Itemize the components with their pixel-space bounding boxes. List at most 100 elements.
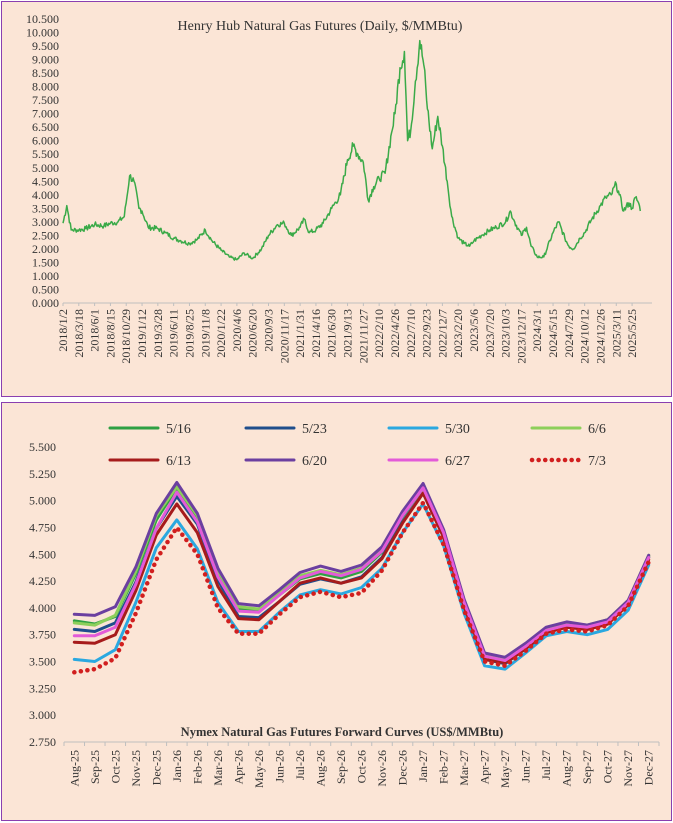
x-tick-label: 2024/10/12 [578,309,592,364]
x-tick-label: Apr-27 [478,750,492,784]
x-tick-label: 2019/8/25 [182,309,196,358]
x-tick-label: 2023/7/20 [483,309,497,358]
x-tick-label: Feb-27 [437,750,451,784]
legend-label: 5/23 [302,422,327,437]
x-tick-label: 2022/12/7 [435,309,449,358]
x-tick-label: 2018/6/1 [88,309,102,352]
y-tick-label: 1.500 [32,255,59,269]
chart-title: Henry Hub Natural Gas Futures (Daily, $/… [178,19,463,34]
y-tick-label: 7.000 [32,107,59,121]
x-tick-label: 2024/3/1 [530,309,544,352]
y-tick-label: 4.000 [32,188,59,202]
y-tick-label: 3.500 [32,201,59,215]
x-tick-label: Mar-27 [457,750,471,786]
x-tick-label: 2023/2/20 [451,309,465,358]
x-tick-label: 2020/1/22 [214,309,228,358]
x-tick-label: 2018/1/2 [56,309,70,352]
x-tick-label: Dec-27 [642,750,656,785]
legend-label: 6/6 [588,422,606,437]
x-tick-label: Dec-26 [396,750,410,785]
y-tick-label: 4.000 [29,601,56,615]
legend-label: 6/27 [445,454,470,469]
x-tick-label: 2021/1/31 [293,309,307,358]
x-tick-label: Jul-27 [539,750,553,780]
x-tick-label: 2019/1/12 [135,309,149,358]
x-tick-label: 2022/7/10 [404,309,418,358]
x-tick-label: 2025/3/11 [609,309,623,357]
x-tick-label: May-26 [252,750,266,788]
y-tick-label: 4.500 [29,547,56,561]
series-line [62,39,642,261]
y-tick-label: 3.500 [29,655,56,669]
series-line-7-3 [72,500,651,675]
x-tick-label: Nov-25 [129,750,143,787]
x-tick-label: 2023/12/17 [514,309,528,364]
legend-label: 5/30 [445,422,470,437]
y-tick-label: 5.000 [32,161,59,175]
x-tick-label: Feb-26 [190,750,204,784]
x-tick-label: 2022/4/26 [388,309,402,358]
x-tick-label: Apr-26 [231,750,245,784]
x-tick-label: 2018/10/29 [119,309,133,364]
y-tick-label: 6.500 [32,120,59,134]
x-tick-label: 2021/4/16 [309,309,323,358]
y-tick-label: 9.500 [32,39,59,53]
x-tick-label: Sep-25 [88,750,102,784]
series-line-6-20 [72,480,651,659]
x-tick-label: 2020/9/3 [262,309,276,352]
legend-label: 6/13 [166,454,191,469]
x-tick-label: 2018/3/18 [72,309,86,358]
forward-curves-chart-panel: Nymex Natural Gas Futures Forward Curves… [1,402,672,821]
y-tick-label: 5.250 [29,467,56,481]
y-tick-label: 6.000 [32,134,59,148]
forward-curves-chart: Nymex Natural Gas Futures Forward Curves… [29,422,660,788]
y-tick-label: 1.000 [32,269,59,283]
x-tick-label: Aug-25 [67,750,81,787]
y-tick-label: 8.000 [32,80,59,94]
series-line-6-27 [72,486,651,662]
henry-hub-chart: Henry Hub Natural Gas Futures (Daily, $/… [26,12,652,364]
x-tick-label: Oct-27 [601,750,615,783]
x-tick-label: 2022/2/10 [372,309,386,358]
x-tick-label: 2021/9/13 [341,309,355,358]
x-tick-label: 2021/6/30 [325,309,339,358]
x-tick-label: Sep-26 [334,750,348,784]
x-tick-label: Sep-27 [580,750,594,784]
x-tick-label: Jul-26 [293,750,307,780]
x-tick-label: 2023/5/6 [467,309,481,352]
y-tick-label: 4.750 [29,520,56,534]
legend-label: 5/16 [166,422,191,437]
x-tick-label: 2024/5/15 [546,309,560,358]
x-tick-label: 2020/6/20 [246,309,260,358]
x-tick-label: Nov-26 [375,750,389,787]
y-tick-label: 0.500 [32,282,59,296]
x-tick-label: Jun-27 [519,750,533,783]
chart-title: Nymex Natural Gas Futures Forward Curves… [181,725,504,739]
y-tick-label: 4.500 [32,174,59,188]
x-tick-label: 2024/7/29 [562,309,576,358]
y-tick-label: 9.000 [32,53,59,67]
y-tick-label: 10.500 [26,12,59,26]
x-tick-label: Aug-26 [313,750,327,787]
x-tick-label: 2019/6/11 [167,309,181,357]
x-tick-label: 2020/4/6 [230,309,244,352]
x-tick-label: 2018/8/15 [103,309,117,358]
x-tick-label: Mar-26 [211,750,225,786]
y-tick-label: 0.000 [32,296,59,310]
x-tick-label: Jun-26 [272,750,286,783]
x-tick-label: Jan-26 [170,750,184,782]
y-tick-label: 2.500 [32,228,59,242]
y-tick-label: 7.500 [32,93,59,107]
y-tick-label: 3.250 [29,681,56,695]
x-tick-label: 2020/11/17 [277,309,291,363]
legend-label: 6/20 [302,454,327,469]
x-tick-label: Oct-26 [355,750,369,783]
y-tick-label: 5.500 [32,147,59,161]
x-tick-label: 2025/5/25 [625,309,639,358]
x-tick-label: Dec-25 [149,750,163,785]
x-tick-label: 2023/10/3 [499,309,513,358]
y-tick-label: 3.000 [29,708,56,722]
y-tick-label: 3.750 [29,628,56,642]
x-tick-label: May-27 [498,750,512,788]
x-tick-label: 2021/11/27 [356,309,370,363]
